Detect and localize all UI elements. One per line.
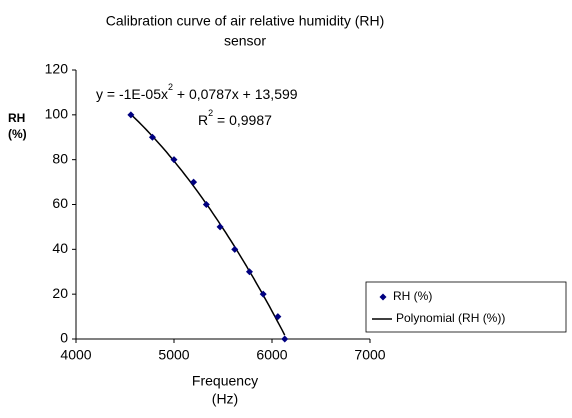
y-tick-label: 40 bbox=[52, 240, 68, 256]
y-tick-label: 20 bbox=[52, 285, 68, 301]
data-point bbox=[281, 335, 289, 343]
data-point bbox=[245, 268, 253, 276]
r-squared: R2 = 0,9987 bbox=[198, 108, 272, 127]
chart-title: Calibration curve of air relative humidi… bbox=[106, 13, 385, 29]
data-point bbox=[202, 201, 210, 208]
eq-part: + 0,0787x + 13,599 bbox=[173, 86, 298, 102]
data-point bbox=[190, 178, 198, 186]
y-tick-label: 120 bbox=[45, 61, 69, 77]
x-tick-label: 7000 bbox=[354, 347, 385, 363]
data-point bbox=[170, 156, 178, 164]
data-point bbox=[127, 111, 135, 119]
legend-label: RH (%) bbox=[393, 289, 432, 303]
x-tick-label: 4000 bbox=[60, 347, 91, 363]
legend-box bbox=[365, 281, 567, 333]
r2-part: = 0,9987 bbox=[213, 112, 272, 128]
y-tick-label: 80 bbox=[52, 150, 68, 166]
data-point bbox=[216, 223, 224, 231]
r2-part: R bbox=[198, 112, 208, 128]
data-point bbox=[274, 313, 282, 321]
y-tick-label: 60 bbox=[52, 195, 68, 211]
x-axis-label: Frequency bbox=[192, 373, 258, 389]
trendline bbox=[130, 113, 286, 336]
legend-label: Polynomial (RH (%)) bbox=[396, 311, 505, 325]
data-point bbox=[148, 133, 156, 141]
x-axis-label: (Hz) bbox=[212, 391, 238, 407]
eq-part: 2 bbox=[168, 82, 173, 92]
y-axis-label: (%) bbox=[8, 127, 27, 141]
y-tick-label: 100 bbox=[45, 106, 69, 122]
x-tick-label: 6000 bbox=[256, 347, 287, 363]
r2-part: 2 bbox=[208, 108, 213, 118]
trend-equation: y = -1E-05x2 + 0,0787x + 13,599 bbox=[96, 82, 298, 101]
data-point bbox=[259, 290, 267, 298]
y-tick-label: 0 bbox=[60, 330, 68, 346]
eq-part: y = -1E-05x bbox=[96, 86, 168, 102]
data-point bbox=[231, 245, 239, 253]
chart-title: sensor bbox=[224, 33, 266, 49]
y-axis-label: RH bbox=[8, 111, 25, 125]
x-tick-label: 5000 bbox=[158, 347, 189, 363]
legend-marker bbox=[379, 293, 387, 301]
